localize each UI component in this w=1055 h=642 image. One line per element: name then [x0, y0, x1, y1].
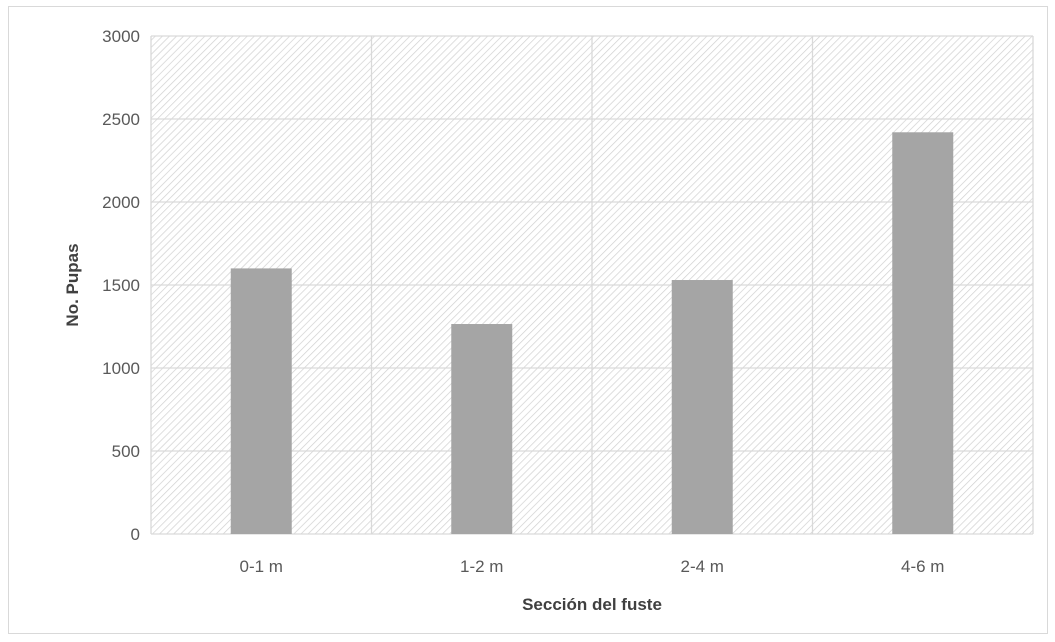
- x-axis-title: Sección del fuste: [522, 595, 662, 614]
- y-tick-label: 2000: [102, 193, 140, 212]
- x-tick-label: 4-6 m: [901, 557, 944, 576]
- bar-2-4 m: [671, 280, 733, 534]
- bars: [230, 132, 954, 534]
- y-tick-label: 3000: [102, 27, 140, 46]
- x-tick-label: 1-2 m: [460, 557, 503, 576]
- y-axis-title: No. Pupas: [63, 243, 82, 326]
- y-tick-label: 0: [131, 525, 140, 544]
- x-axis-ticks: 0-1 m 1-2 m 2-4 m 4-6 m: [240, 557, 945, 576]
- y-tick-label: 1500: [102, 276, 140, 295]
- y-tick-label: 500: [112, 442, 140, 461]
- y-axis-ticks: 0 500 1000 1500 2000 2500 3000: [102, 27, 140, 544]
- y-tick-label: 2500: [102, 110, 140, 129]
- gridlines: [150, 35, 1034, 535]
- x-tick-label: 0-1 m: [240, 557, 283, 576]
- x-tick-label: 2-4 m: [681, 557, 724, 576]
- bar-4-6 m: [892, 132, 954, 534]
- bar-1-2 m: [451, 324, 513, 534]
- y-tick-label: 1000: [102, 359, 140, 378]
- bar-0-1 m: [230, 268, 292, 534]
